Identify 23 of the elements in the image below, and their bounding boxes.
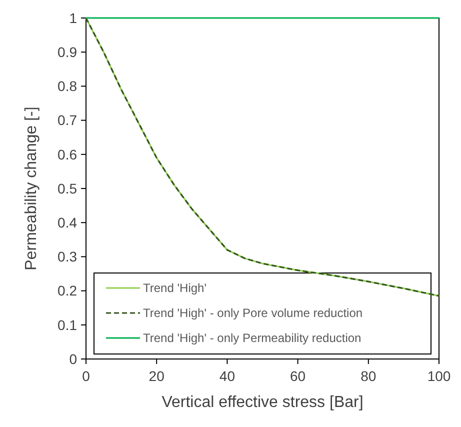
x-tick-label: 20 (148, 368, 165, 384)
y-tick-label: 0.7 (58, 112, 78, 128)
x-tick-label: 100 (427, 368, 451, 384)
legend-label: Trend 'High' (143, 281, 206, 296)
x-tick-label: 0 (82, 368, 90, 384)
x-axis-title: Vertical effective stress [Bar] (162, 394, 364, 411)
line-series (85, 17, 440, 297)
y-tick-label: 0.4 (58, 214, 78, 230)
y-tick-label: 0.6 (58, 146, 78, 162)
y-tick-label: 0.9 (58, 44, 78, 60)
x-tick-label: 60 (290, 368, 306, 384)
y-tick-label: 0.3 (58, 248, 78, 265)
y-tick-label: 0.8 (58, 78, 78, 94)
x-tick-label: 40 (219, 368, 236, 384)
y-axis-title: Permeability change [-] (23, 106, 40, 270)
legend-label: Trend 'High' - only Permeability reduction (143, 331, 362, 346)
y-tick-label: 0.2 (58, 282, 78, 299)
legend-label: Trend 'High' - only Pore volume reduction (143, 306, 363, 320)
y-tick-label: 0 (69, 350, 78, 367)
y-tick-label: 0.5 (58, 180, 78, 196)
y-tick-label: 0.1 (58, 316, 78, 333)
x-tick-label: 80 (360, 368, 376, 384)
y-tick-label: 1 (69, 10, 78, 26)
